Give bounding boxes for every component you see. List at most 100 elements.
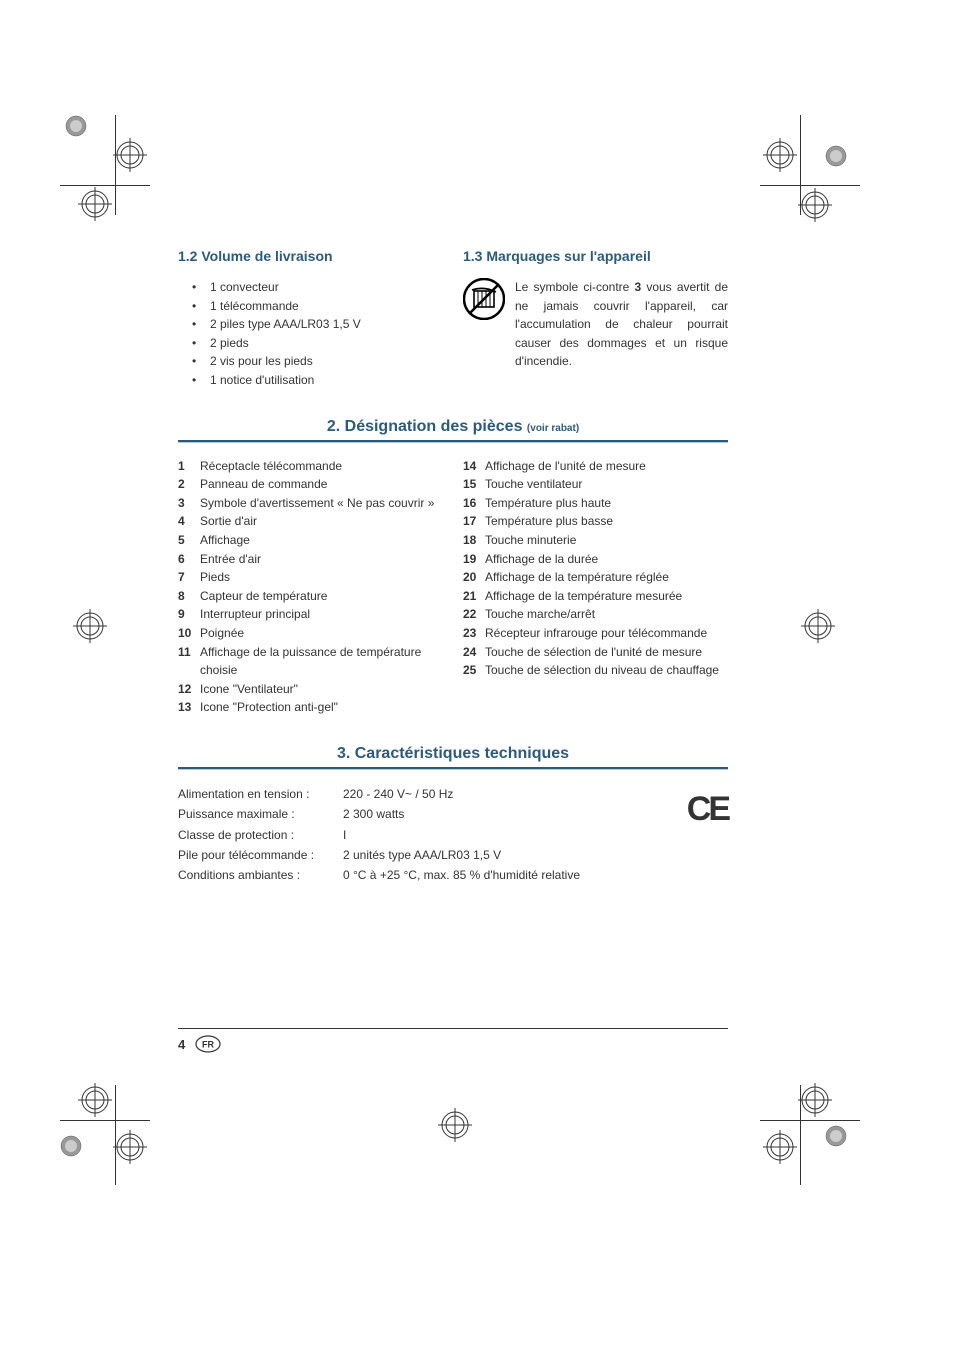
section-1-2-title: 1.2 Volume de livraison <box>178 248 443 264</box>
part-label: Affichage <box>200 531 443 550</box>
spec-value: 2 300 watts <box>343 804 728 824</box>
part-number: 24 <box>463 643 485 662</box>
part-number: 18 <box>463 531 485 550</box>
part-label: Interrupteur principal <box>200 605 443 624</box>
spec-wrap: Alimentation en tension :220 - 240 V~ / … <box>178 784 728 886</box>
part-label: Température plus basse <box>485 512 728 531</box>
do-not-cover-icon <box>463 278 505 320</box>
language-badge-icon: FR <box>195 1035 221 1053</box>
parts-left: 1Réceptacle télécommande2Panneau de comm… <box>178 457 443 717</box>
part-label: Température plus haute <box>485 494 728 513</box>
part-item: 6Entrée d'air <box>178 550 443 569</box>
part-label: Capteur de température <box>200 587 443 606</box>
section-1-3-title: 1.3 Marquages sur l'appareil <box>463 248 728 264</box>
delivery-item: 2 pieds <box>192 334 443 353</box>
part-number: 17 <box>463 512 485 531</box>
crop-line <box>60 185 150 186</box>
section-3-title: 3. Caractéristiques techniques <box>337 745 569 762</box>
page-footer: 4 FR <box>178 1028 728 1053</box>
crop-line <box>760 185 860 186</box>
part-item: 16Température plus haute <box>463 494 728 513</box>
part-item: 5Affichage <box>178 531 443 550</box>
registration-crosshair-icon <box>765 1132 795 1167</box>
registration-crosshair-icon <box>75 611 105 646</box>
spec-value: 220 - 240 V~ / 50 Hz <box>343 784 728 804</box>
spec-row: Conditions ambiantes :0 °C à +25 °C, max… <box>178 865 728 885</box>
part-number: 13 <box>178 698 200 717</box>
part-number: 12 <box>178 680 200 699</box>
part-item: 3Symbole d'avertissement « Ne pas couvri… <box>178 494 443 513</box>
registration-crosshair-icon <box>115 140 145 175</box>
part-item: 25Touche de sélection du niveau de chauf… <box>463 661 728 680</box>
part-number: 22 <box>463 605 485 624</box>
crop-line <box>760 1120 860 1121</box>
registration-color-patch-icon <box>825 1125 847 1152</box>
part-label: Symbole d'avertissement « Ne pas couvrir… <box>200 494 443 513</box>
page-content: 1.2 Volume de livraison 1 convecteur1 té… <box>178 248 728 886</box>
part-label: Affichage de la température réglée <box>485 568 728 587</box>
part-label: Sortie d'air <box>200 512 443 531</box>
part-item: 13Icone "Protection anti-gel" <box>178 698 443 717</box>
part-label: Touche de sélection du niveau de chauffa… <box>485 661 728 680</box>
part-label: Icone "Protection anti-gel" <box>200 698 443 717</box>
spec-value: 0 °C à +25 °C, max. 85 % d'humidité rela… <box>343 865 728 885</box>
spec-label: Alimentation en tension : <box>178 784 343 804</box>
part-item: 8Capteur de température <box>178 587 443 606</box>
section-2-subtitle: (voir rabat) <box>527 423 579 434</box>
ce-mark-icon: CE <box>687 790 728 829</box>
registration-crosshair-icon <box>80 1085 110 1120</box>
delivery-item: 1 télécommande <box>192 297 443 316</box>
part-label: Icone "Ventilateur" <box>200 680 443 699</box>
warning-row: Le symbole ci-contre 3 vous avertit de n… <box>463 278 728 371</box>
part-item: 4Sortie d'air <box>178 512 443 531</box>
part-number: 5 <box>178 531 200 550</box>
registration-color-patch-icon <box>65 115 87 142</box>
footer-rule <box>178 1028 728 1029</box>
registration-color-patch-icon <box>825 145 847 172</box>
spec-row: Classe de protection :I <box>178 825 728 845</box>
footer-row: 4 FR <box>178 1035 728 1053</box>
spec-value: 2 unités type AAA/LR03 1,5 V <box>343 845 728 865</box>
registration-crosshair-icon <box>765 140 795 175</box>
part-label: Affichage de la puissance de température… <box>200 643 443 680</box>
part-item: 2Panneau de commande <box>178 475 443 494</box>
spec-row: Puissance maximale :2 300 watts <box>178 804 728 824</box>
part-item: 23Récepteur infrarouge pour télécommande <box>463 624 728 643</box>
part-label: Récepteur infrarouge pour télécommande <box>485 624 728 643</box>
part-number: 1 <box>178 457 200 476</box>
part-number: 8 <box>178 587 200 606</box>
spec-row: Pile pour télécommande :2 unités type AA… <box>178 845 728 865</box>
part-number: 20 <box>463 568 485 587</box>
spec-label: Conditions ambiantes : <box>178 865 343 885</box>
part-number: 7 <box>178 568 200 587</box>
sections-1-2-1-3: 1.2 Volume de livraison 1 convecteur1 té… <box>178 248 728 390</box>
section-2-title: 2. Désignation des pièces <box>327 418 523 435</box>
part-label: Poignée <box>200 624 443 643</box>
part-item: 19Affichage de la durée <box>463 550 728 569</box>
part-item: 7Pieds <box>178 568 443 587</box>
part-item: 24Touche de sélection de l'unité de mesu… <box>463 643 728 662</box>
part-number: 16 <box>463 494 485 513</box>
part-number: 4 <box>178 512 200 531</box>
registration-crosshair-icon <box>115 1132 145 1167</box>
part-number: 23 <box>463 624 485 643</box>
crop-line <box>60 1120 150 1121</box>
registration-crosshair-icon <box>803 611 833 646</box>
part-number: 2 <box>178 475 200 494</box>
part-item: 18Touche minuterie <box>463 531 728 550</box>
section-3-rule <box>178 767 728 770</box>
part-label: Affichage de l'unité de mesure <box>485 457 728 476</box>
delivery-item: 2 piles type AAA/LR03 1,5 V <box>192 315 443 334</box>
spec-table: Alimentation en tension :220 - 240 V~ / … <box>178 784 728 886</box>
part-item: 11Affichage de la puissance de températu… <box>178 643 443 680</box>
spec-label: Classe de protection : <box>178 825 343 845</box>
part-number: 11 <box>178 643 200 680</box>
section-3-heading: 3. Caractéristiques techniques <box>178 745 728 763</box>
registration-crosshair-icon <box>800 190 830 225</box>
part-label: Touche de sélection de l'unité de mesure <box>485 643 728 662</box>
part-item: 9Interrupteur principal <box>178 605 443 624</box>
part-number: 6 <box>178 550 200 569</box>
part-item: 20Affichage de la température réglée <box>463 568 728 587</box>
part-number: 15 <box>463 475 485 494</box>
part-number: 10 <box>178 624 200 643</box>
